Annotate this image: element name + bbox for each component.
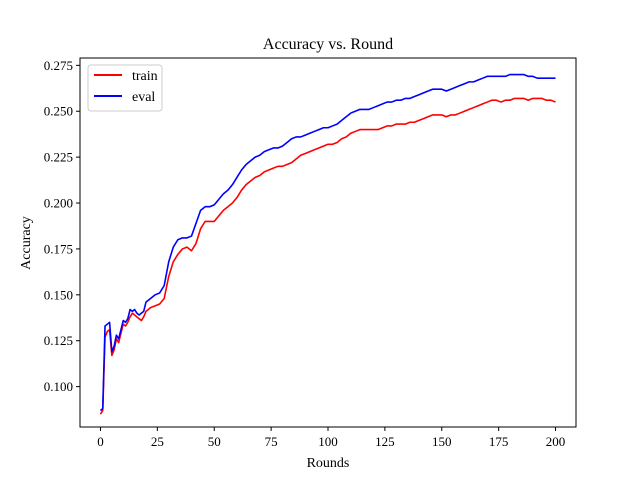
y-tick-label: 0.175 (44, 241, 73, 256)
lines-layer (99, 73, 556, 415)
x-tick-label: 150 (432, 434, 452, 449)
x-tick-label: 125 (375, 434, 395, 449)
y-axis-label: Accuracy (19, 216, 34, 270)
series-line-train (99, 97, 556, 415)
x-axis-label: Rounds (307, 456, 350, 471)
y-tick-label: 0.250 (44, 104, 73, 119)
chart-title: Accuracy vs. Round (263, 36, 393, 53)
series-line-eval (99, 73, 556, 412)
x-tick-label: 200 (546, 434, 566, 449)
legend-box (87, 64, 163, 112)
x-tick-label: 50 (208, 434, 221, 449)
y-tick-label: 0.125 (44, 333, 73, 348)
y-tick-label: 0.200 (44, 196, 73, 211)
legend-label-eval: eval (132, 90, 155, 105)
y-tick-label: 0.100 (44, 379, 73, 394)
legend: train eval (87, 64, 163, 112)
x-tick-label: 0 (97, 434, 104, 449)
y-tick-label: 0.275 (44, 58, 73, 73)
legend-label-train: train (132, 69, 158, 84)
plot-area (79, 57, 577, 428)
x-tick-label: 100 (318, 434, 338, 449)
x-tick-label: 175 (489, 434, 509, 449)
y-axis: 0.100 0.125 0.150 0.175 0.200 0.225 0.250 0.275 (44, 58, 80, 394)
x-tick-label: 75 (265, 434, 278, 449)
x-axis: 0 25 50 75 100 125 150 175 200 (97, 427, 565, 449)
y-tick-label: 0.225 (44, 150, 73, 165)
x-tick-label: 25 (151, 434, 164, 449)
y-tick-label: 0.150 (44, 287, 73, 302)
